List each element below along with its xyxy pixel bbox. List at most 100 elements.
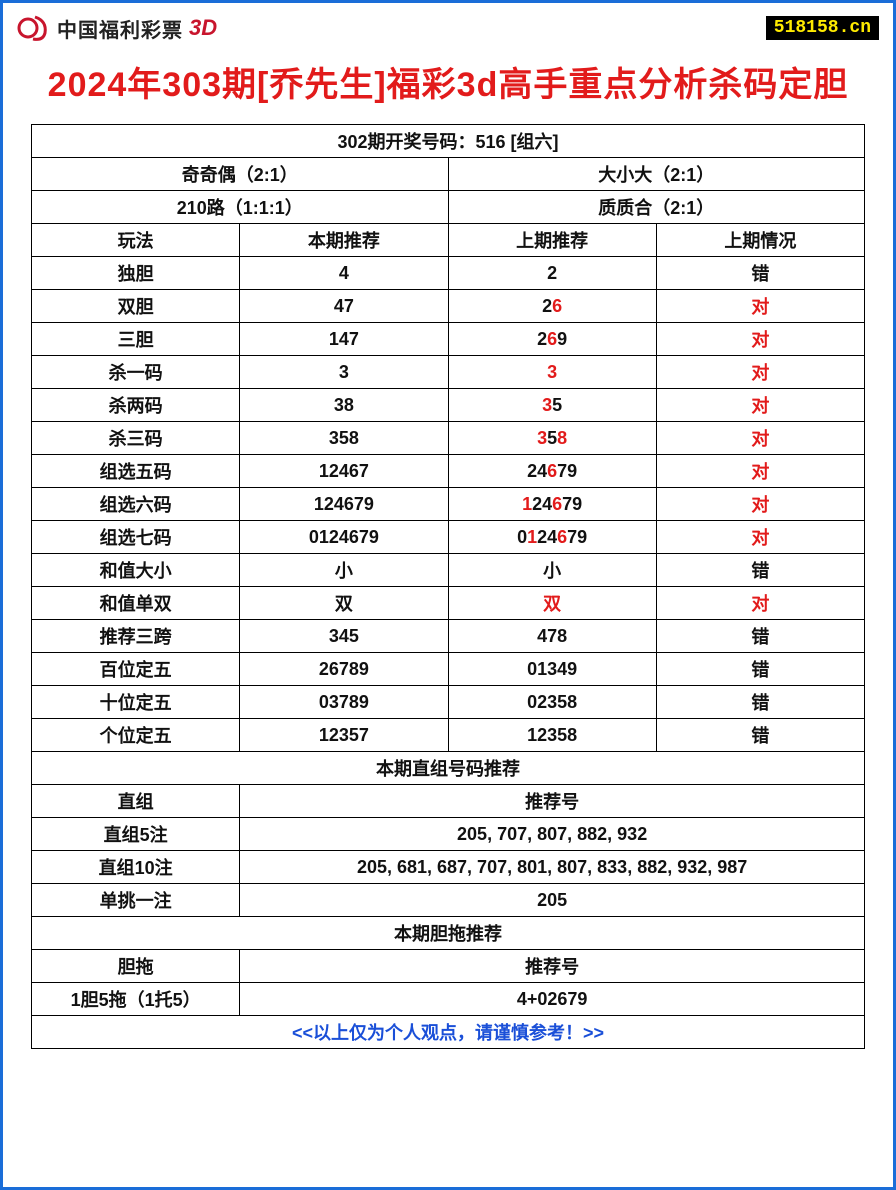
dantuo-name: 1胆5拖（1托5） bbox=[32, 983, 240, 1016]
col-header-1: 玩法 bbox=[32, 224, 240, 257]
summary-top-right: 大小大（2:1） bbox=[448, 158, 865, 191]
summary-bot-right: 质质合（2:1） bbox=[448, 191, 865, 224]
previous-pick: 双 bbox=[448, 587, 656, 620]
current-pick: 124679 bbox=[240, 488, 448, 521]
table-row: 个位定五1235712358错 bbox=[32, 719, 865, 752]
table-row: 十位定五0378902358错 bbox=[32, 686, 865, 719]
result-status: 错 bbox=[656, 719, 864, 752]
summary-bot-left: 210路（1:1:1） bbox=[32, 191, 449, 224]
logo-text: 中国福利彩票 bbox=[57, 14, 183, 43]
previous-pick: 3 bbox=[448, 356, 656, 389]
combo-name: 单挑一注 bbox=[32, 884, 240, 917]
col-header-2: 本期推荐 bbox=[240, 224, 448, 257]
current-pick: 26789 bbox=[240, 653, 448, 686]
play-name: 杀两码 bbox=[32, 389, 240, 422]
section2-title: 本期直组号码推荐 bbox=[32, 752, 865, 785]
current-pick: 双 bbox=[240, 587, 448, 620]
table-row: 独胆42错 bbox=[32, 257, 865, 290]
result-status: 错 bbox=[656, 554, 864, 587]
previous-pick: 小 bbox=[448, 554, 656, 587]
play-name: 百位定五 bbox=[32, 653, 240, 686]
section3-title-row: 本期胆拖推荐 bbox=[32, 917, 865, 950]
current-pick: 小 bbox=[240, 554, 448, 587]
summary-row-1: 奇奇偶（2:1） 大小大（2:1） bbox=[32, 158, 865, 191]
table-row: 组选七码01246790124679对 bbox=[32, 521, 865, 554]
current-pick: 3 bbox=[240, 356, 448, 389]
draw-result: 302期开奖号码：516 [组六] bbox=[32, 125, 865, 158]
previous-pick: 124679 bbox=[448, 488, 656, 521]
result-status: 错 bbox=[656, 686, 864, 719]
play-name: 组选五码 bbox=[32, 455, 240, 488]
current-pick: 12467 bbox=[240, 455, 448, 488]
result-status: 对 bbox=[656, 389, 864, 422]
footer-row: <<以上仅为个人观点，请谨慎参考！>> bbox=[32, 1016, 865, 1049]
previous-pick: 0124679 bbox=[448, 521, 656, 554]
result-status: 对 bbox=[656, 587, 864, 620]
col-header-3: 上期推荐 bbox=[448, 224, 656, 257]
previous-pick: 24679 bbox=[448, 455, 656, 488]
analysis-table: 302期开奖号码：516 [组六] 奇奇偶（2:1） 大小大（2:1） 210路… bbox=[31, 124, 865, 1049]
section3-header-right: 推荐号 bbox=[240, 950, 865, 983]
result-status: 对 bbox=[656, 290, 864, 323]
dantuo-value: 4+02679 bbox=[240, 983, 865, 1016]
play-name: 组选六码 bbox=[32, 488, 240, 521]
result-status: 对 bbox=[656, 323, 864, 356]
col-header-4: 上期情况 bbox=[656, 224, 864, 257]
previous-pick: 35 bbox=[448, 389, 656, 422]
play-name: 独胆 bbox=[32, 257, 240, 290]
previous-pick: 2 bbox=[448, 257, 656, 290]
section3-header-left: 胆拖 bbox=[32, 950, 240, 983]
section2-header-left: 直组 bbox=[32, 785, 240, 818]
current-pick: 345 bbox=[240, 620, 448, 653]
table-row: 单挑一注205 bbox=[32, 884, 865, 917]
table-row: 推荐三跨345478错 bbox=[32, 620, 865, 653]
combo-value: 205, 681, 687, 707, 801, 807, 833, 882, … bbox=[240, 851, 865, 884]
result-status: 错 bbox=[656, 620, 864, 653]
current-pick: 03789 bbox=[240, 686, 448, 719]
previous-pick: 478 bbox=[448, 620, 656, 653]
current-pick: 47 bbox=[240, 290, 448, 323]
play-name: 三胆 bbox=[32, 323, 240, 356]
section2-title-row: 本期直组号码推荐 bbox=[32, 752, 865, 785]
play-name: 推荐三跨 bbox=[32, 620, 240, 653]
current-pick: 4 bbox=[240, 257, 448, 290]
play-name: 杀一码 bbox=[32, 356, 240, 389]
result-status: 对 bbox=[656, 356, 864, 389]
play-name: 和值大小 bbox=[32, 554, 240, 587]
summary-top-left: 奇奇偶（2:1） bbox=[32, 158, 449, 191]
page-title: 2024年303期[乔先生]福彩3d高手重点分析杀码定胆 bbox=[3, 45, 893, 124]
result-status: 对 bbox=[656, 488, 864, 521]
logo-group: 中国福利彩票 3D bbox=[17, 11, 217, 45]
current-pick: 358 bbox=[240, 422, 448, 455]
previous-pick: 12358 bbox=[448, 719, 656, 752]
table-row: 1胆5拖（1托5）4+02679 bbox=[32, 983, 865, 1016]
play-name: 杀三码 bbox=[32, 422, 240, 455]
summary-row-2: 210路（1:1:1） 质质合（2:1） bbox=[32, 191, 865, 224]
logo-3d-suffix: 3D bbox=[189, 15, 217, 41]
table-row: 三胆147269对 bbox=[32, 323, 865, 356]
combo-name: 直组5注 bbox=[32, 818, 240, 851]
table-row: 百位定五2678901349错 bbox=[32, 653, 865, 686]
combo-name: 直组10注 bbox=[32, 851, 240, 884]
table-row: 和值单双双双对 bbox=[32, 587, 865, 620]
site-badge: 518158.cn bbox=[766, 16, 879, 40]
draw-result-row: 302期开奖号码：516 [组六] bbox=[32, 125, 865, 158]
previous-pick: 01349 bbox=[448, 653, 656, 686]
current-pick: 38 bbox=[240, 389, 448, 422]
result-status: 错 bbox=[656, 653, 864, 686]
play-name: 和值单双 bbox=[32, 587, 240, 620]
current-pick: 0124679 bbox=[240, 521, 448, 554]
play-name: 十位定五 bbox=[32, 686, 240, 719]
previous-pick: 02358 bbox=[448, 686, 656, 719]
section2-header-right: 推荐号 bbox=[240, 785, 865, 818]
table-row: 杀一码33对 bbox=[32, 356, 865, 389]
column-header-row: 玩法 本期推荐 上期推荐 上期情况 bbox=[32, 224, 865, 257]
header-bar: 中国福利彩票 3D 518158.cn bbox=[3, 3, 893, 45]
play-name: 个位定五 bbox=[32, 719, 240, 752]
play-name: 组选七码 bbox=[32, 521, 240, 554]
result-status: 对 bbox=[656, 422, 864, 455]
current-pick: 12357 bbox=[240, 719, 448, 752]
table-row: 杀两码3835对 bbox=[32, 389, 865, 422]
main-table-wrap: 302期开奖号码：516 [组六] 奇奇偶（2:1） 大小大（2:1） 210路… bbox=[3, 124, 893, 1049]
section2-header-row: 直组 推荐号 bbox=[32, 785, 865, 818]
